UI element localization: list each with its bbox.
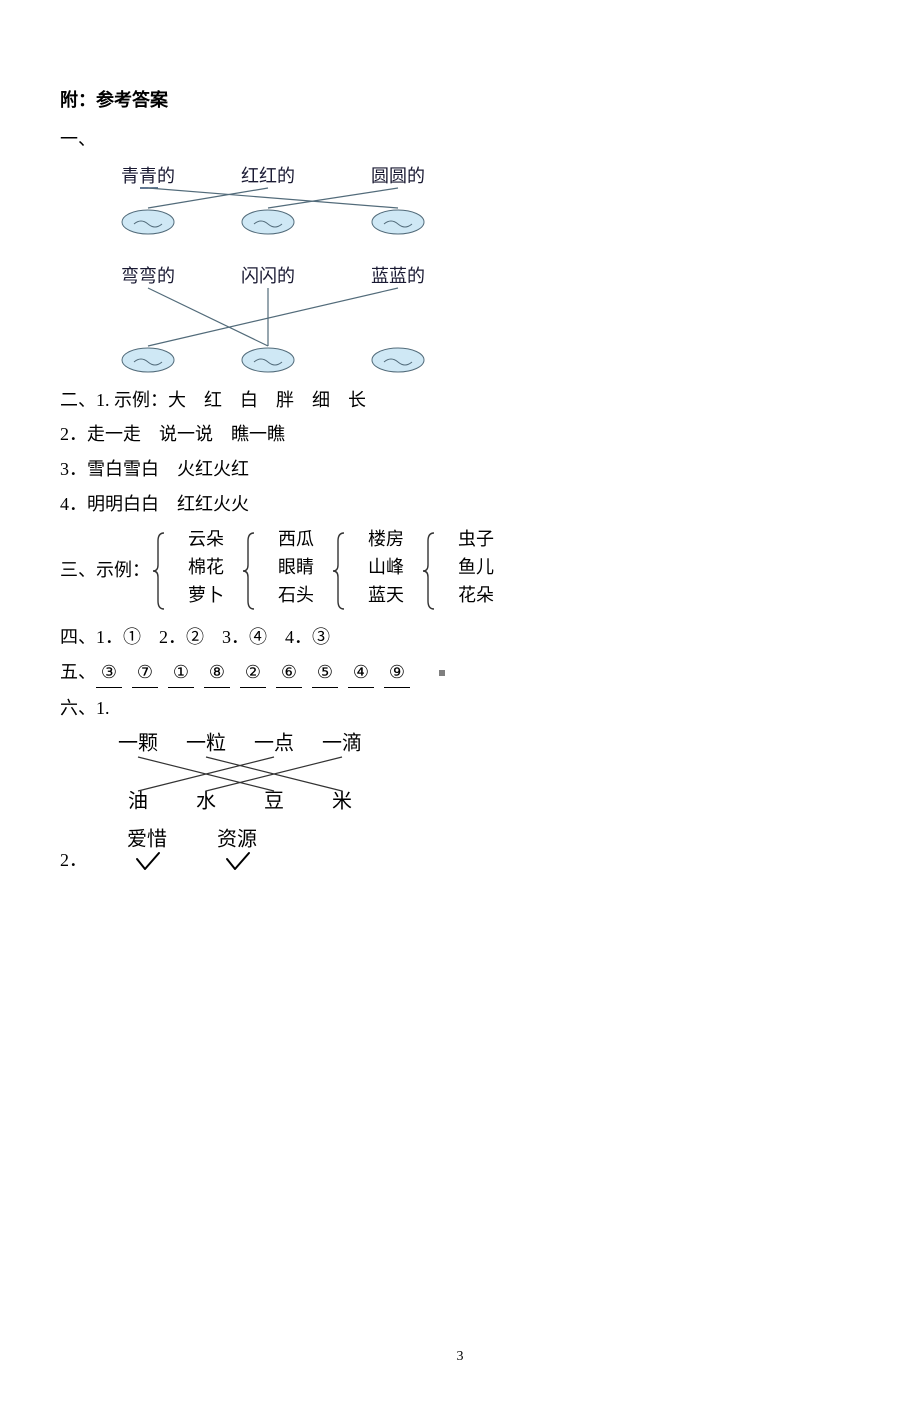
- svg-text:云朵: 云朵: [188, 529, 224, 549]
- svg-text:鱼儿: 鱼儿: [458, 557, 494, 577]
- svg-text:油: 油: [128, 790, 148, 813]
- section6-diagram: 一颗 一粒 一点 一滴油 水 豆 米: [98, 729, 860, 819]
- section6-part2-diagram: 爱惜 资源: [87, 825, 307, 875]
- svg-text:一滴: 一滴: [322, 732, 362, 755]
- svg-text:眼睛: 眼睛: [278, 557, 314, 577]
- svg-text:红红的: 红红的: [241, 166, 295, 186]
- svg-text:圆圆的: 圆圆的: [371, 166, 425, 186]
- svg-text:楼房: 楼房: [368, 529, 404, 549]
- svg-text:闪闪的: 闪闪的: [241, 266, 295, 286]
- svg-text:一点: 一点: [254, 732, 294, 755]
- svg-text:一粒: 一粒: [186, 732, 226, 755]
- section5-item: ⑦: [132, 658, 158, 689]
- section5-item: ①: [168, 658, 194, 689]
- section6-part2-prefix: 2．: [60, 846, 87, 875]
- svg-text:蓝天: 蓝天: [368, 585, 404, 605]
- section5-item: ②: [240, 658, 266, 689]
- svg-text:山峰: 山峰: [368, 557, 404, 577]
- page-number: 3: [60, 1346, 860, 1368]
- section5-item: ⑥: [276, 658, 302, 689]
- svg-text:花朵: 花朵: [458, 585, 494, 605]
- svg-text:蓝蓝的: 蓝蓝的: [371, 266, 425, 286]
- section1-diagram: 青青的 红红的 圆圆的弯弯的 闪闪的 蓝蓝的: [98, 160, 860, 380]
- section5-item: ③: [96, 658, 122, 689]
- section2-line1: 二、1. 示例：大 红 白 胖 细 长: [60, 386, 860, 415]
- svg-text:棉花: 棉花: [188, 557, 224, 577]
- section5-item: ④: [348, 658, 374, 689]
- section5-item: ⑧: [204, 658, 230, 689]
- svg-text:虫子: 虫子: [458, 529, 494, 549]
- section5-row: 五、③⑦①⑧②⑥⑤④⑨: [60, 658, 860, 689]
- section2-line3: 3．雪白雪白 火红火红: [60, 455, 860, 484]
- section1-label: 一、: [60, 125, 96, 154]
- svg-text:米: 米: [332, 790, 352, 813]
- svg-text:萝卜: 萝卜: [188, 585, 224, 605]
- svg-text:爱惜: 爱惜: [127, 828, 167, 851]
- section2-line2: 2．走一走 说一说 瞧一瞧: [60, 420, 860, 449]
- section3-brackets: 云朵棉花萝卜 西瓜眼睛石头 楼房山峰蓝天 虫子鱼儿花朵: [150, 525, 510, 617]
- svg-text:石头: 石头: [278, 585, 314, 605]
- section2-line4: 4．明明白白 红红火火: [60, 490, 860, 519]
- marker-icon: [439, 670, 445, 676]
- svg-text:一颗: 一颗: [118, 733, 158, 755]
- section5-prefix: 五、: [60, 662, 96, 682]
- svg-text:水: 水: [196, 790, 216, 813]
- svg-text:西瓜: 西瓜: [278, 529, 314, 549]
- section4-text: 四、1．① 2．② 3．④ 4．③: [60, 623, 860, 652]
- svg-text:青青的: 青青的: [121, 166, 175, 186]
- section2-prefix: 二、1. 示例：: [60, 390, 168, 410]
- svg-text:资源: 资源: [217, 828, 257, 851]
- section3-prefix: 三、示例：: [60, 556, 150, 585]
- svg-text:豆: 豆: [264, 791, 284, 813]
- section5-item: ⑤: [312, 658, 338, 689]
- section6-label: 六、1.: [60, 694, 860, 723]
- section5-item: ⑨: [384, 658, 410, 689]
- svg-text:弯弯的: 弯弯的: [121, 266, 175, 286]
- page-title: 附：参考答案: [60, 90, 168, 110]
